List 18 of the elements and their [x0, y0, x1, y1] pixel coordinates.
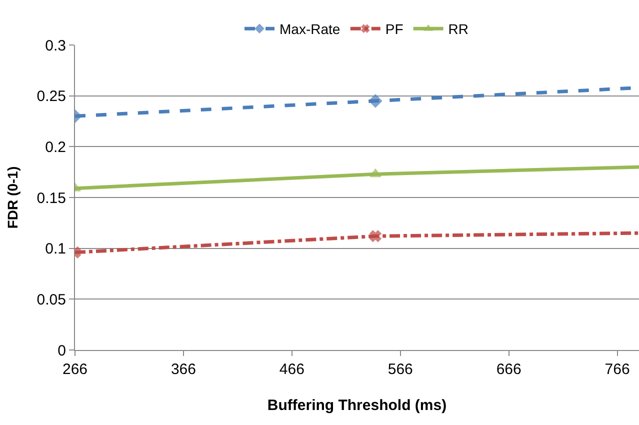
y-tick-label: 0.3: [45, 37, 66, 54]
x-tick-label: 766: [604, 361, 630, 378]
x-tick-label: 366: [170, 361, 196, 378]
y-tick-label: 0.15: [36, 190, 66, 207]
y-axis-title: FDR (0-1): [4, 166, 20, 229]
x-tick-label: 266: [62, 361, 88, 378]
y-tick-label: 0: [58, 342, 66, 360]
y-tick-label: 0.2: [45, 138, 66, 156]
x-tick-label: 466: [279, 361, 304, 378]
y-tick-label: 0.05: [36, 291, 66, 308]
legend-label: Max-Rate: [280, 21, 340, 38]
y-tick-label: 0.25: [36, 88, 66, 106]
legend-label: RR: [448, 21, 469, 38]
legend-label: PF: [385, 21, 404, 38]
y-tick-label: 0.1: [45, 240, 66, 258]
x-axis-title: Buffering Threshold (ms): [267, 397, 447, 414]
x-tick-label: 666: [496, 361, 522, 378]
x-tick-label: 566: [388, 361, 413, 378]
